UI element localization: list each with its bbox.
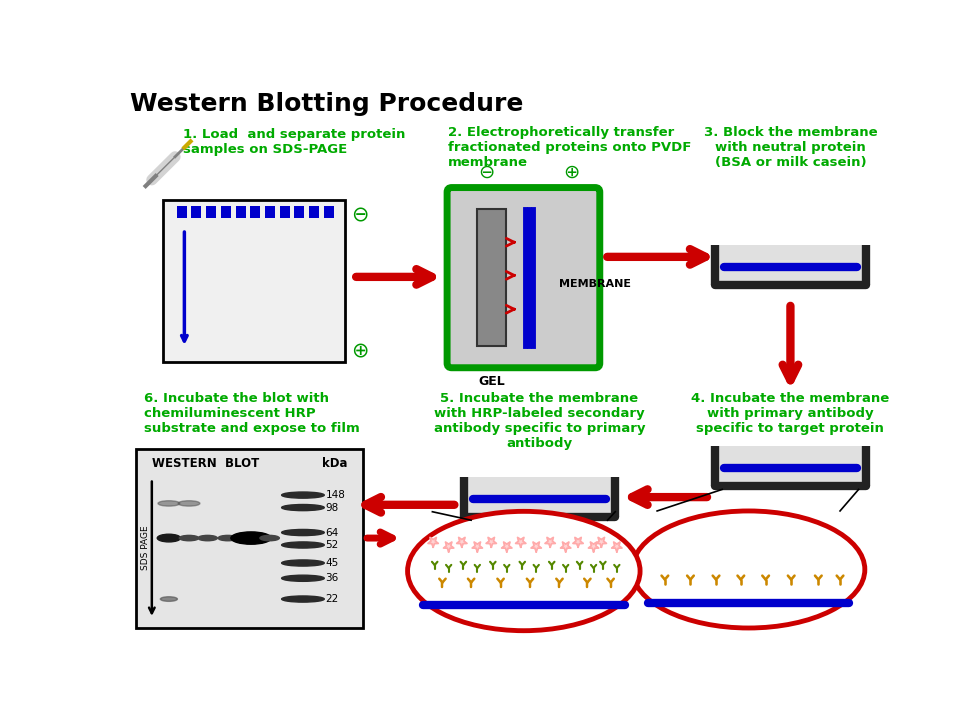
Text: 2. Electrophoretically transfer
fractionated proteins onto PVDF
membrane: 2. Electrophoretically transfer fraction… (447, 126, 690, 169)
Polygon shape (596, 538, 605, 547)
Polygon shape (486, 538, 496, 547)
Text: 5. Incubate the membrane
with HRP-labeled secondary
antibody specific to primary: 5. Incubate the membrane with HRP-labele… (433, 392, 645, 450)
Bar (476, 209, 506, 346)
Text: ⊖: ⊖ (351, 205, 368, 226)
Text: 1. Load  and separate protein
samples on SDS-PAGE: 1. Load and separate protein samples on … (183, 128, 405, 156)
Ellipse shape (282, 596, 324, 602)
Text: 3. Block the membrane
with neutral protein
(BSA or milk casein): 3. Block the membrane with neutral prote… (703, 126, 876, 169)
Bar (236, 206, 245, 218)
Bar (205, 206, 216, 218)
Text: 22: 22 (325, 594, 338, 604)
Ellipse shape (179, 536, 199, 541)
Bar (714, 245, 866, 284)
Ellipse shape (157, 534, 180, 542)
Text: 4. Incubate the membrane
with primary antibody
specific to target protein: 4. Incubate the membrane with primary an… (690, 392, 889, 435)
Bar (309, 206, 319, 218)
Text: 98: 98 (325, 503, 338, 513)
Bar (176, 206, 187, 218)
Text: 36: 36 (325, 574, 338, 584)
Bar (714, 446, 866, 486)
Text: ⊖: ⊖ (478, 163, 494, 181)
Text: Western Blotting Procedure: Western Blotting Procedure (130, 92, 523, 116)
Text: 52: 52 (325, 540, 338, 550)
Ellipse shape (632, 511, 864, 628)
Text: GEL: GEL (477, 375, 504, 389)
Polygon shape (560, 542, 570, 552)
Bar (265, 206, 275, 218)
Ellipse shape (282, 529, 324, 536)
Bar (294, 206, 304, 218)
Ellipse shape (282, 560, 324, 566)
Ellipse shape (282, 575, 324, 581)
Ellipse shape (178, 500, 200, 506)
Ellipse shape (198, 536, 217, 541)
Bar (324, 206, 333, 218)
Bar (250, 206, 260, 218)
Polygon shape (545, 538, 555, 547)
Polygon shape (443, 542, 454, 552)
Polygon shape (456, 538, 467, 547)
Text: 45: 45 (325, 558, 338, 568)
Polygon shape (530, 542, 541, 552)
Text: 64: 64 (325, 528, 338, 538)
Ellipse shape (231, 532, 271, 544)
Text: 148: 148 (325, 490, 345, 500)
Polygon shape (611, 542, 621, 552)
Polygon shape (572, 538, 583, 547)
Polygon shape (471, 542, 482, 552)
Text: kDa: kDa (322, 457, 347, 470)
Ellipse shape (407, 511, 640, 631)
Bar (136, 450, 362, 628)
Ellipse shape (160, 596, 177, 601)
Text: SDS PAGE: SDS PAGE (141, 526, 150, 570)
Bar (191, 206, 201, 218)
Polygon shape (515, 538, 525, 547)
Ellipse shape (282, 542, 324, 548)
Bar (162, 200, 344, 362)
Bar (280, 206, 289, 218)
Text: 6. Incubate the blot with
chemiluminescent HRP
substrate and expose to film: 6. Incubate the blot with chemiluminesce… (144, 392, 360, 435)
Ellipse shape (282, 505, 324, 511)
Polygon shape (501, 542, 511, 552)
Text: MEMBRANE: MEMBRANE (558, 279, 630, 289)
Bar (464, 477, 614, 517)
Ellipse shape (157, 500, 180, 506)
Polygon shape (588, 542, 599, 552)
Polygon shape (427, 538, 438, 547)
Bar (221, 206, 231, 218)
Ellipse shape (260, 536, 279, 541)
Text: WESTERN  BLOT: WESTERN BLOT (152, 457, 259, 470)
Text: ⊕: ⊕ (351, 340, 368, 360)
Ellipse shape (282, 492, 324, 498)
FancyBboxPatch shape (447, 188, 600, 368)
Text: ⊕: ⊕ (563, 163, 580, 181)
Ellipse shape (218, 536, 238, 541)
